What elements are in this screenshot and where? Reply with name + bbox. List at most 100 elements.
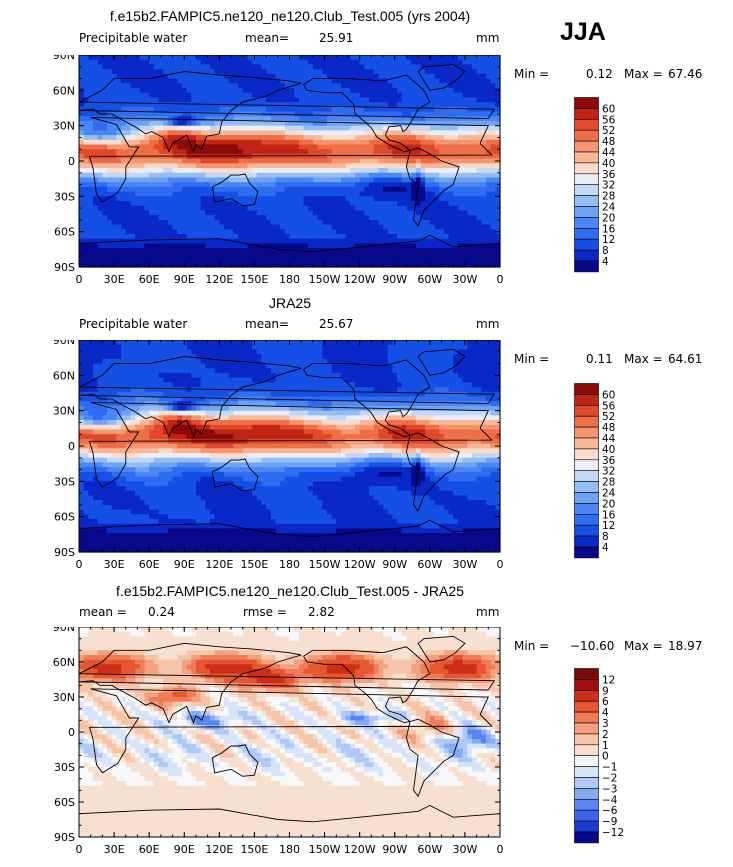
y-tick-label: 0 bbox=[68, 440, 75, 453]
colorbar-box bbox=[575, 239, 599, 250]
rmse-label: rmse = bbox=[243, 605, 287, 619]
colorbar-box bbox=[575, 471, 599, 482]
rmse-value: 2.82 bbox=[308, 605, 335, 619]
x-tick-label: 120E bbox=[205, 273, 233, 286]
colorbar-box bbox=[575, 690, 599, 701]
y-tick-label: 30S bbox=[54, 761, 75, 774]
y-tick-label: 90S bbox=[54, 261, 75, 274]
panel-title: f.e15b2.FAMPIC5.ne120_ne120.Club_Test.00… bbox=[0, 583, 580, 599]
colorbar-label: −12 bbox=[602, 827, 624, 839]
x-tick-label: 30W bbox=[452, 843, 477, 856]
y-tick-label: 90S bbox=[54, 546, 75, 559]
colorbar-box bbox=[575, 405, 599, 416]
x-tick-label: 150W bbox=[309, 273, 341, 286]
colorbar-box bbox=[575, 174, 599, 185]
mean-value: 25.91 bbox=[319, 31, 353, 45]
min-label: Min = bbox=[514, 639, 549, 653]
mean-value: 0.24 bbox=[148, 605, 175, 619]
x-tick-label: 180 bbox=[279, 558, 300, 571]
x-tick-label: 0 bbox=[76, 558, 83, 571]
x-tick-label: 0 bbox=[497, 843, 504, 856]
colorbar-box bbox=[575, 712, 599, 723]
colorbar-box bbox=[575, 547, 599, 558]
colorbar-box bbox=[575, 832, 599, 843]
x-tick-label: 120W bbox=[344, 558, 376, 571]
x-tick-label: 90E bbox=[174, 273, 195, 286]
x-tick-label: 30E bbox=[104, 843, 125, 856]
colorbar-box bbox=[575, 108, 599, 119]
x-tick-label: 150W bbox=[309, 843, 341, 856]
x-tick-label: 120E bbox=[205, 843, 233, 856]
colorbar-box bbox=[575, 821, 599, 832]
panel-title: f.e15b2.FAMPIC5.ne120_ne120.Club_Test.00… bbox=[0, 8, 580, 24]
min-value: 0.11 bbox=[586, 352, 613, 366]
x-tick-label: 0 bbox=[76, 273, 83, 286]
colorbar-box bbox=[575, 207, 599, 218]
min-label: Min = bbox=[514, 352, 549, 366]
colorbar-box bbox=[575, 778, 599, 789]
colorbar-box bbox=[575, 799, 599, 810]
x-tick-label: 90W bbox=[382, 558, 407, 571]
colorbar-box bbox=[575, 745, 599, 756]
colorbar-box bbox=[575, 679, 599, 690]
x-tick-label: 0 bbox=[76, 843, 83, 856]
max-label: Max = bbox=[624, 352, 663, 366]
y-tick-label: 60N bbox=[53, 84, 75, 97]
x-tick-label: 60E bbox=[139, 273, 160, 286]
colorbar-box bbox=[575, 723, 599, 734]
x-tick-label: 120W bbox=[344, 843, 376, 856]
x-tick-label: 30E bbox=[104, 558, 125, 571]
x-tick-label: 0 bbox=[497, 273, 504, 286]
x-tick-label: 60W bbox=[417, 273, 442, 286]
x-tick-label: 60E bbox=[139, 843, 160, 856]
x-tick-label: 150E bbox=[240, 273, 268, 286]
colorbar-box bbox=[575, 767, 599, 778]
units-label: mm bbox=[476, 317, 499, 331]
colorbar-box bbox=[575, 261, 599, 272]
colorbar-box bbox=[575, 217, 599, 228]
y-tick-label: 30S bbox=[54, 190, 75, 203]
x-tick-label: 30W bbox=[452, 273, 477, 286]
y-tick-label: 60N bbox=[53, 656, 75, 669]
x-tick-label: 150E bbox=[240, 843, 268, 856]
colorbar-box bbox=[575, 152, 599, 163]
y-tick-label: 90N bbox=[53, 340, 75, 347]
colorbar-box bbox=[575, 250, 599, 261]
min-label: Min = bbox=[514, 67, 549, 81]
x-tick-label: 30W bbox=[452, 558, 477, 571]
units-label: mm bbox=[476, 605, 499, 619]
x-tick-label: 60W bbox=[417, 843, 442, 856]
y-tick-label: 90N bbox=[53, 55, 75, 62]
y-tick-label: 90N bbox=[53, 627, 75, 634]
colorbar-box bbox=[575, 119, 599, 130]
colorbar-box bbox=[575, 525, 599, 536]
x-tick-label: 150E bbox=[240, 558, 268, 571]
x-tick-label: 120E bbox=[205, 558, 233, 571]
y-tick-label: 60S bbox=[54, 511, 75, 524]
colorbar-box bbox=[575, 669, 599, 680]
colorbar-box bbox=[575, 493, 599, 504]
y-tick-label: 30N bbox=[53, 691, 75, 704]
x-tick-label: 30E bbox=[104, 273, 125, 286]
y-tick-label: 0 bbox=[68, 155, 75, 168]
max-label: Max = bbox=[624, 67, 663, 81]
colorbar-box bbox=[575, 460, 599, 471]
y-tick-label: 90S bbox=[54, 831, 75, 844]
y-tick-label: 30N bbox=[53, 405, 75, 418]
colorbar-box bbox=[575, 514, 599, 525]
colorbar-box bbox=[575, 228, 599, 239]
colorbar-box bbox=[575, 394, 599, 405]
x-tick-label: 180 bbox=[279, 843, 300, 856]
y-tick-label: 60S bbox=[54, 226, 75, 239]
colorbar-box bbox=[575, 98, 599, 109]
colorbar-box bbox=[575, 756, 599, 767]
x-tick-label: 150W bbox=[309, 558, 341, 571]
x-tick-label: 90E bbox=[174, 558, 195, 571]
colorbar-box bbox=[575, 130, 599, 141]
